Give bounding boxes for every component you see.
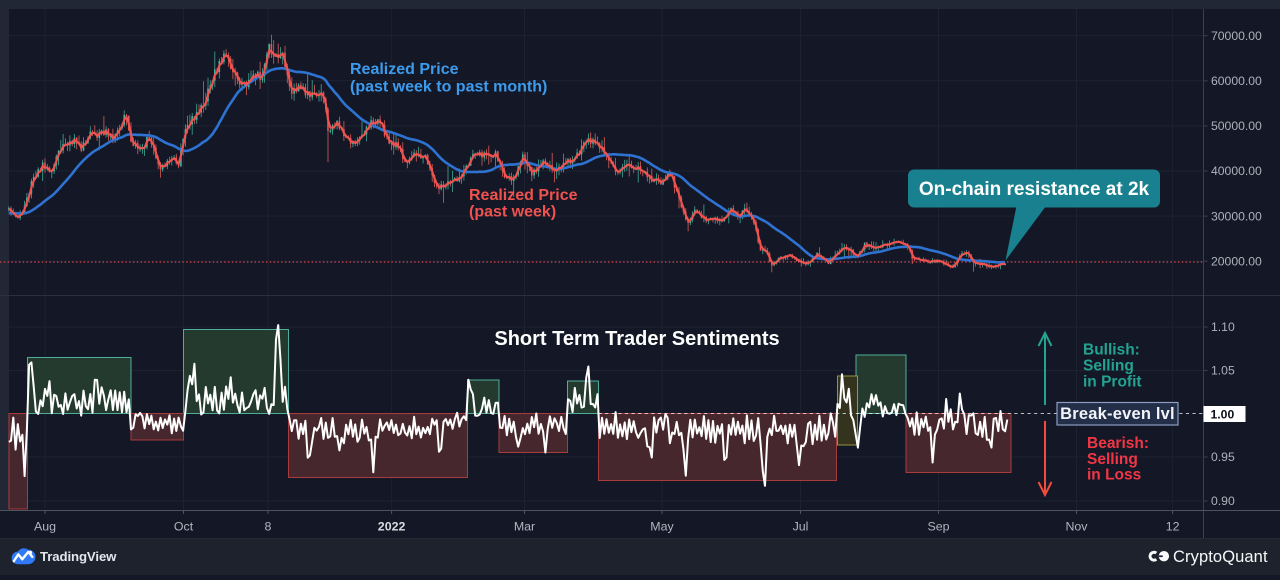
svg-text:Break-even lvl: Break-even lvl <box>1060 405 1175 423</box>
svg-text:12: 12 <box>1166 520 1180 534</box>
svg-text:1.05: 1.05 <box>1211 364 1235 378</box>
svg-text:Oct: Oct <box>174 520 194 534</box>
svg-text:70000.00: 70000.00 <box>1211 29 1262 43</box>
svg-text:CryptoQuant: CryptoQuant <box>1173 548 1268 566</box>
svg-text:Bullish:: Bullish: <box>1083 342 1140 359</box>
svg-text:0.95: 0.95 <box>1211 450 1235 464</box>
svg-text:40000.00: 40000.00 <box>1211 164 1262 178</box>
svg-text:20000.00: 20000.00 <box>1211 254 1262 268</box>
svg-text:1.10: 1.10 <box>1211 320 1235 334</box>
svg-text:(past week): (past week) <box>469 204 556 221</box>
svg-text:60000.00: 60000.00 <box>1211 74 1262 88</box>
svg-text:Short Term Trader Sentiments: Short Term Trader Sentiments <box>494 328 779 350</box>
svg-text:Realized Price: Realized Price <box>350 61 459 78</box>
svg-text:(past week to past month): (past week to past month) <box>350 79 547 96</box>
svg-text:2022: 2022 <box>378 520 406 534</box>
svg-text:Selling: Selling <box>1087 451 1138 468</box>
svg-text:in Profit: in Profit <box>1083 374 1142 391</box>
svg-text:Nov: Nov <box>1065 520 1088 534</box>
svg-text:50000.00: 50000.00 <box>1211 119 1262 133</box>
svg-text:Mar: Mar <box>514 520 535 534</box>
svg-text:Realized Price: Realized Price <box>469 187 578 204</box>
svg-text:On-chain resistance at 2k: On-chain resistance at 2k <box>919 179 1150 200</box>
svg-text:1.00: 1.00 <box>1211 407 1235 421</box>
svg-text:TradingView: TradingView <box>40 549 117 564</box>
svg-text:30000.00: 30000.00 <box>1211 209 1262 223</box>
svg-text:in Loss: in Loss <box>1087 467 1141 484</box>
svg-text:May: May <box>650 520 674 534</box>
svg-text:8: 8 <box>265 520 272 534</box>
svg-text:Aug: Aug <box>34 520 56 534</box>
svg-text:Sep: Sep <box>927 520 949 534</box>
svg-text:0.90: 0.90 <box>1211 494 1235 508</box>
svg-text:Jul: Jul <box>793 520 809 534</box>
svg-text:Bearish:: Bearish: <box>1087 435 1149 452</box>
svg-text:Selling: Selling <box>1083 358 1134 375</box>
